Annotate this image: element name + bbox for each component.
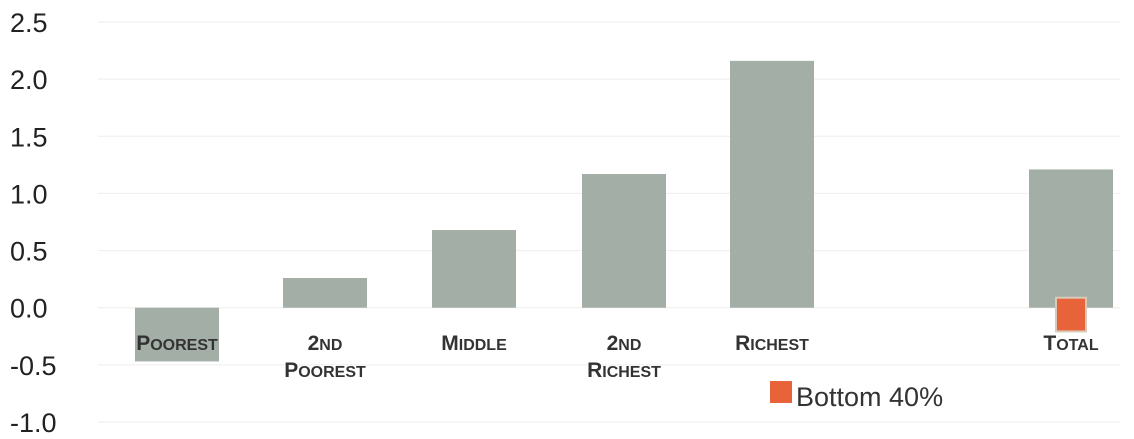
category-label: MIDDLE <box>441 332 507 355</box>
y-tick-label: -1.0 <box>10 408 57 438</box>
category-label-initial: R <box>735 332 750 355</box>
category-label-initial: R <box>587 359 602 382</box>
category-label-rest: ND <box>618 337 641 354</box>
category-label: 2ND <box>308 332 343 355</box>
y-tick-label: 2.5 <box>10 8 48 38</box>
bar <box>283 278 367 308</box>
category-label-initial: P <box>136 332 150 355</box>
bottom-40-marker <box>1055 296 1087 333</box>
category-label-rest: OOREST <box>298 364 366 381</box>
legend-swatch-bottom-40 <box>770 381 792 403</box>
y-tick-label: 0.0 <box>10 294 48 324</box>
y-tick-label: 1.0 <box>10 179 48 209</box>
bars <box>135 60 1113 362</box>
category-label-initial: T <box>1043 332 1056 355</box>
legend-label-bottom-40: Bottom 40% <box>796 382 943 412</box>
category-label: POOREST <box>284 359 366 382</box>
category-label: RICHEST <box>587 359 661 382</box>
bar <box>135 307 219 362</box>
category-label-rest: IDDLE <box>459 337 507 354</box>
category-label-initial: M <box>441 332 459 355</box>
category-label: POOREST <box>136 332 218 355</box>
category-label-rest: ND <box>319 337 342 354</box>
bar <box>1029 169 1113 308</box>
category-label-initial: P <box>284 359 298 382</box>
category-label-rest: OOREST <box>150 337 218 354</box>
category-label: RICHEST <box>735 332 809 355</box>
y-tick-label: 1.5 <box>10 122 48 152</box>
y-tick-label: -0.5 <box>10 351 57 381</box>
bar <box>432 230 516 308</box>
category-label-rest: ICHEST <box>750 337 809 354</box>
y-tick-label: 2.0 <box>10 65 48 95</box>
category-label-rest: OTAL <box>1056 337 1099 354</box>
category-label: 2ND <box>607 332 642 355</box>
category-label-rest: ICHEST <box>602 364 661 381</box>
bar <box>582 174 666 308</box>
legend: Bottom 40% <box>770 381 943 412</box>
y-axis-tick-labels: 2.5 2.0 1.5 1.0 0.5 0.0 -0.5 -1.0 <box>10 8 57 438</box>
y-tick-label: 0.5 <box>10 237 48 267</box>
category-label-initial: 2 <box>607 332 619 355</box>
category-label: TOTAL <box>1043 332 1098 355</box>
bar <box>730 60 814 308</box>
category-label-initial: 2 <box>308 332 320 355</box>
